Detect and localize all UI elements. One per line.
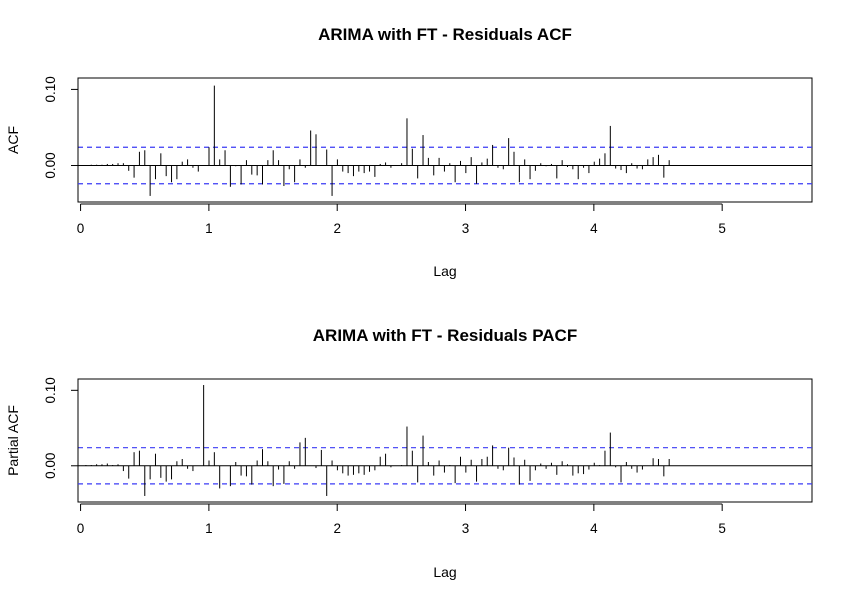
x-tick-label: 2 [333,221,341,236]
chart-title: ARIMA with FT - Residuals ACF [318,25,572,44]
y-tick-label: 0.10 [43,76,58,102]
y-tick-label: 0.00 [43,152,58,178]
x-tick-label: 0 [77,521,85,536]
y-tick-label: 0.00 [43,453,58,479]
x-tick-label: 4 [590,221,598,236]
pacf-panel: ARIMA with FT - Residuals PACF 0 1 2 3 4 5 0.00… [5,326,813,580]
x-tick-label: 4 [590,521,598,536]
y-axis-label: Partial ACF [5,405,21,476]
y-tick-label: 0.10 [43,377,58,403]
x-tick-label: 3 [462,221,470,236]
x-tick-label: 5 [718,221,726,236]
acf-panel: ARIMA with FT - Residuals ACF 0 1 2 3 4 5 0.00 0… [5,25,813,279]
y-axis-label: ACF [5,126,21,154]
x-tick-label: 1 [205,521,213,536]
x-tick-label: 3 [462,521,470,536]
x-tick-label: 5 [718,521,726,536]
x-axis-label: Lag [433,564,456,580]
x-tick-label: 0 [77,221,85,236]
x-axis-label: Lag [433,263,456,279]
x-tick-label: 1 [205,221,213,236]
x-tick-label: 2 [333,521,341,536]
chart-title: ARIMA with FT - Residuals PACF [313,326,577,345]
